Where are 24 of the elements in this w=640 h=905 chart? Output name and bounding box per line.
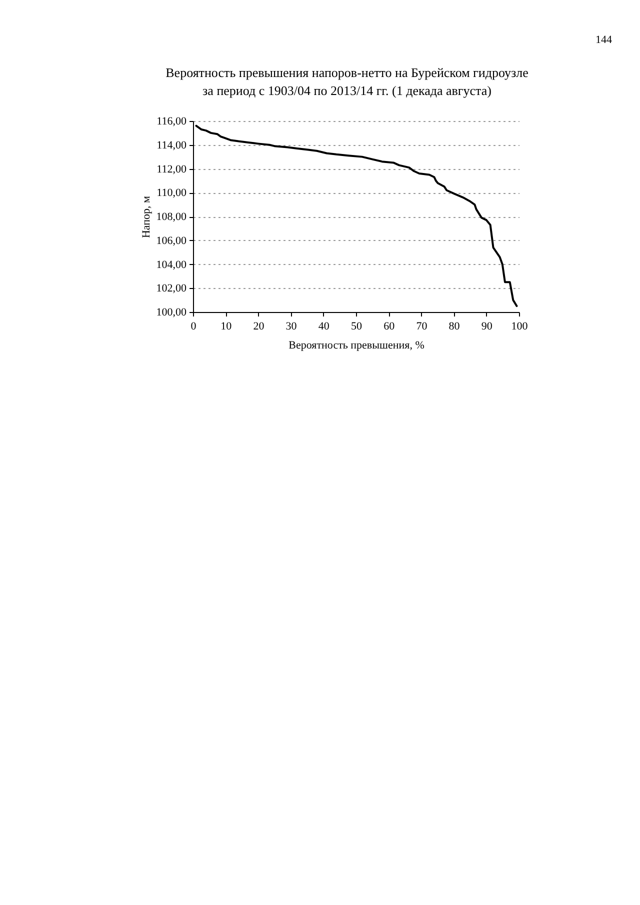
x-tick-label: 20 bbox=[253, 320, 265, 332]
x-axis-title: Вероятность превышения, % bbox=[288, 340, 424, 352]
y-tick-label: 116,00 bbox=[156, 116, 187, 128]
x-tick-label: 0 bbox=[190, 320, 197, 332]
y-tick-label: 114,00 bbox=[156, 139, 187, 152]
y-tick-label: 104,00 bbox=[156, 258, 187, 271]
y-tick-label: 100,00 bbox=[156, 306, 187, 318]
y-tick-label: 102,00 bbox=[156, 282, 187, 295]
x-tick-label: 50 bbox=[351, 320, 362, 332]
x-tick-label: 100 bbox=[511, 320, 528, 332]
y-tick-label: 110,00 bbox=[156, 187, 187, 200]
chart-title: Вероятность превышения напоров-нетто на Бурейском гидроузле за период с 1903/04 по 2013/14 гг. (1 декада августа) bbox=[166, 65, 529, 98]
x-tick-label: 80 bbox=[448, 320, 460, 332]
y-tick-label: 106,00 bbox=[156, 234, 187, 247]
x-tick-label: 30 bbox=[286, 320, 298, 332]
x-tick-label: 90 bbox=[481, 320, 493, 332]
x-tick-label: 60 bbox=[384, 320, 396, 332]
y-tick-label: 108,00 bbox=[156, 211, 187, 223]
y-axis-title: Напор, м bbox=[140, 196, 152, 238]
x-tick-label: 40 bbox=[318, 320, 330, 332]
text: 144 bbox=[596, 34, 612, 46]
x-tick-label: 10 bbox=[220, 320, 232, 332]
y-tick-label: 112,00 bbox=[156, 163, 187, 176]
x-tick-label: 70 bbox=[416, 320, 428, 332]
